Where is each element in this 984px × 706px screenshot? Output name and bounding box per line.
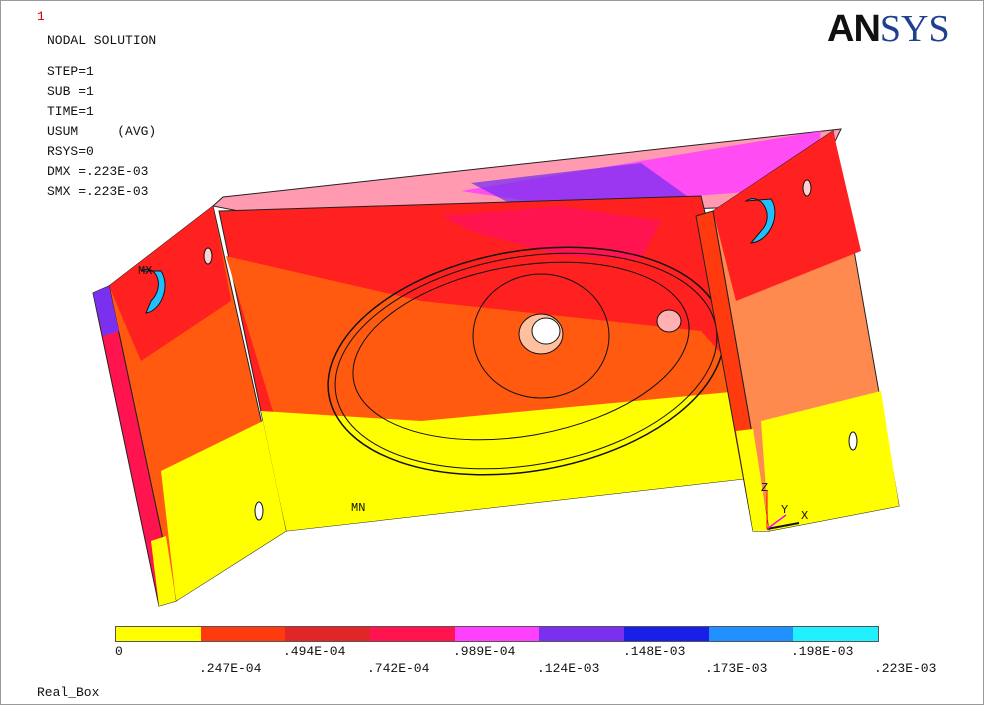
left-flange-top bbox=[109, 206, 231, 361]
model-title: Real_Box bbox=[37, 685, 100, 700]
param-rsys: RSYS=0 bbox=[47, 144, 94, 159]
legend-swatch bbox=[285, 627, 371, 641]
param-time: TIME=1 bbox=[47, 104, 94, 119]
left-flange-hole-2 bbox=[254, 501, 264, 521]
left-slot bbox=[140, 268, 166, 314]
param-step: STEP=1 bbox=[47, 64, 94, 79]
legend-swatch bbox=[793, 627, 879, 641]
legend-swatch bbox=[200, 627, 286, 641]
left-flange-yellow bbox=[161, 421, 286, 601]
left-flange-hole bbox=[203, 247, 213, 265]
axis-triad: Z Y X bbox=[761, 481, 808, 530]
back-plate-magenta bbox=[441, 206, 661, 259]
back-plate-yellow bbox=[261, 391, 769, 531]
legend-swatch bbox=[708, 627, 794, 641]
left-edge-blue bbox=[93, 286, 119, 336]
legend-swatch bbox=[454, 627, 540, 641]
right-flange-hole-2 bbox=[848, 431, 858, 451]
inner-ring bbox=[472, 273, 610, 399]
contour-legend-bar bbox=[115, 626, 879, 642]
window-number: 1 bbox=[37, 9, 45, 24]
right-slot bbox=[744, 198, 776, 244]
ansys-logo: ANSYS bbox=[827, 8, 950, 50]
param-sub: SUB =1 bbox=[47, 84, 94, 99]
triad-y: Y bbox=[781, 503, 788, 517]
triad-x: X bbox=[801, 509, 808, 523]
center-hole-inner bbox=[531, 317, 561, 345]
right-flange-yellow bbox=[761, 391, 899, 531]
solution-params: STEP=1 SUB =1 TIME=1 USUM (AVG) RSYS=0 D… bbox=[47, 62, 156, 202]
min-marker: MN bbox=[351, 501, 365, 515]
right-flange-top bbox=[713, 131, 861, 301]
param-dmx: DMX =.223E-03 bbox=[47, 164, 149, 179]
legend-swatch bbox=[370, 627, 455, 641]
small-hole bbox=[656, 309, 682, 333]
param-smx: SMX =.223E-03 bbox=[47, 184, 149, 199]
left-edge-yellow bbox=[151, 536, 176, 606]
legend-swatch bbox=[116, 627, 201, 641]
right-edge-yellow bbox=[736, 429, 769, 531]
plot-title: NODAL SOLUTION bbox=[47, 33, 157, 48]
legend-swatch bbox=[539, 627, 625, 641]
triad-z: Z bbox=[761, 481, 768, 495]
legend-swatch bbox=[624, 627, 709, 641]
right-flange-hole bbox=[802, 179, 812, 197]
param-usum: USUM (AVG) bbox=[47, 124, 157, 139]
max-marker: MX bbox=[138, 264, 152, 278]
mid-ring bbox=[352, 261, 690, 441]
